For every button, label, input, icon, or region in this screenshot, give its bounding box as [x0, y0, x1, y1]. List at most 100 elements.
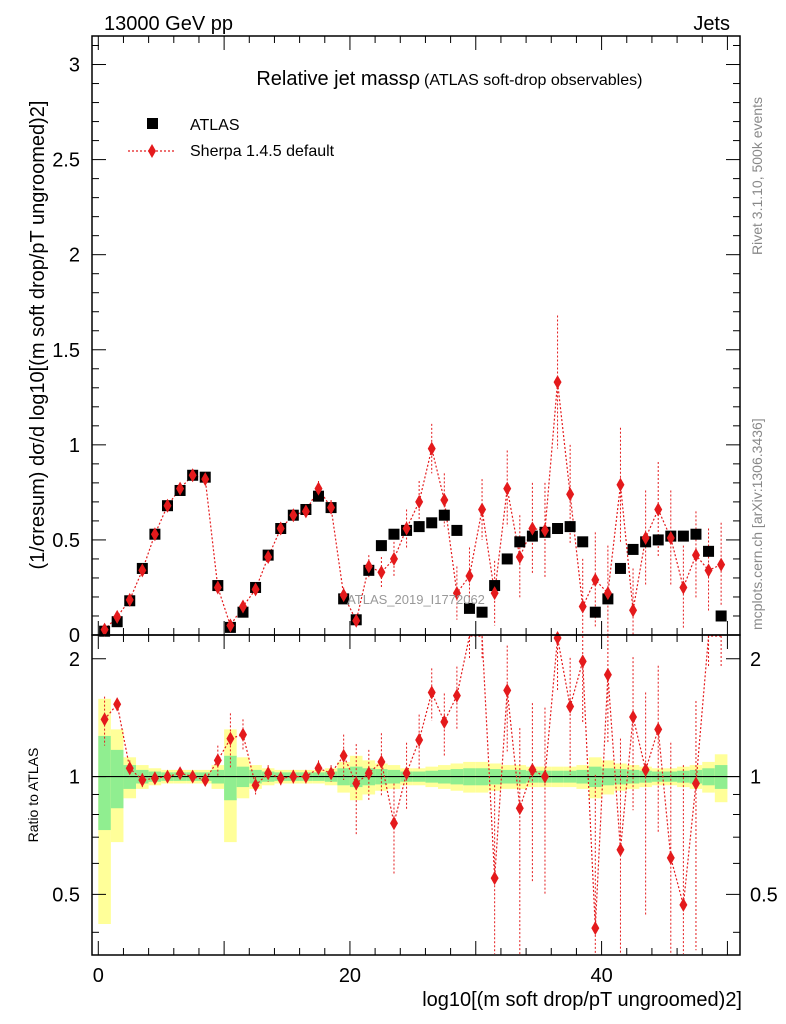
mc-data-point — [113, 609, 122, 624]
mc-data-point — [125, 592, 134, 607]
ratio-data-point — [553, 630, 562, 645]
mc-data-point — [427, 441, 436, 456]
mc-data-point — [301, 504, 310, 519]
ratio-data-point — [163, 769, 172, 784]
mc-data-point — [465, 569, 474, 584]
x-axis-title: log10[(m soft drop/pT ungroomed)2] — [422, 989, 742, 1011]
ratio-data-point — [490, 871, 499, 886]
main-y-tick-label: 1.5 — [52, 340, 80, 362]
legend-atlas-marker — [147, 118, 158, 129]
ratio-data-point — [150, 771, 159, 786]
atlas-data-point — [652, 534, 664, 546]
ratio-data-point — [515, 801, 524, 816]
atlas-data-point — [312, 490, 324, 502]
mc-data-point — [691, 548, 700, 563]
mc-data-point — [188, 468, 197, 483]
mc-data-point — [314, 481, 323, 496]
atlas-data-point — [514, 536, 526, 548]
ratio-data-point — [301, 769, 310, 784]
legend: ATLAS Sherpa 1.4.5 default — [128, 117, 335, 160]
mc-data-point — [515, 550, 524, 565]
mc-data-point — [100, 622, 109, 637]
atlas-data-point — [577, 536, 589, 548]
main-y-tick-label: 1 — [69, 435, 80, 457]
mc-data-point — [402, 521, 411, 536]
main-y-tick-label: 3 — [69, 55, 80, 77]
legend-sherpa-label: Sherpa 1.4.5 default — [190, 143, 335, 160]
ratio-data-point — [138, 772, 147, 787]
mc-data-point — [150, 527, 159, 542]
x-tick-label: 20 — [339, 965, 361, 987]
mc-data-point — [478, 502, 487, 517]
ratio-data-point — [188, 769, 197, 784]
atlas-data-point — [690, 528, 702, 540]
ratio-y-tick-label-right: 2 — [750, 649, 761, 671]
atlas-data-point — [526, 530, 538, 542]
ratio-data-point — [415, 733, 424, 748]
ratio-data-point — [566, 699, 575, 714]
main-y-tick-label: 2.5 — [52, 150, 80, 172]
atlas-data-point — [677, 530, 689, 542]
atlas-data-point — [564, 521, 576, 533]
mc-data-point — [452, 586, 461, 601]
mc-data-point — [578, 599, 587, 614]
mc-data-point — [440, 492, 449, 507]
mc-data-point — [553, 375, 562, 390]
ratio-y-tick-label: 0.5 — [52, 884, 80, 906]
main-y-tick-label: 0.5 — [52, 530, 80, 552]
mc-data-point — [389, 551, 398, 566]
atlas-data-point — [388, 528, 400, 540]
ratio-data-point — [100, 712, 109, 727]
ratio-data-point — [629, 709, 638, 724]
mc-data-point — [566, 487, 575, 502]
atlas-data-point — [476, 606, 488, 618]
legend-sherpa-marker — [148, 144, 156, 158]
ratio-data-point — [578, 654, 587, 669]
atlas-data-point — [627, 543, 639, 555]
ratio-data-point — [327, 766, 336, 781]
atlas-data-point — [375, 540, 387, 552]
ratio-data-point — [314, 761, 323, 776]
ratio-data-point — [666, 850, 675, 865]
ratio-data-point — [603, 667, 612, 682]
ratio-y-tick-label-right: 0.5 — [750, 884, 778, 906]
mc-data-point — [377, 565, 386, 580]
atlas-data-point — [703, 545, 715, 557]
mc-data-point — [289, 508, 298, 523]
mc-data-point — [641, 531, 650, 546]
ratio-y-tick-label-right: 1 — [750, 767, 761, 789]
ratio-data-point — [364, 766, 373, 781]
atlas-data-point — [451, 524, 463, 536]
energy-label: 13000 GeV pp — [104, 13, 233, 35]
ratio-y-tick-label: 1 — [69, 767, 80, 789]
ratio-data-point — [427, 685, 436, 700]
mc-data-point — [163, 498, 172, 513]
x-tick-label: 0 — [93, 965, 104, 987]
mc-data-point — [264, 550, 273, 565]
ratio-data-point — [251, 778, 260, 793]
atlas-data-point — [501, 553, 513, 565]
ratio-data-point — [226, 731, 235, 746]
mc-data-point — [629, 603, 638, 618]
process-label: Jets — [693, 13, 730, 35]
mc-data-point — [666, 531, 675, 546]
ratio-data-point — [389, 816, 398, 831]
mc-data-point — [490, 586, 499, 601]
main-series — [99, 315, 727, 637]
ratio-data-point — [289, 769, 298, 784]
analysis-watermark: ATLAS_2019_I1772062 — [347, 592, 485, 607]
mc-data-point — [528, 521, 537, 536]
ratio-data-point — [201, 772, 210, 787]
ratio-data-point — [113, 697, 122, 712]
ratio-data-point — [264, 766, 273, 781]
atlas-data-point — [715, 610, 727, 622]
ratio-data-point — [528, 762, 537, 777]
ratio-data-point — [176, 766, 185, 781]
mc-data-point — [238, 599, 247, 614]
mcplots-label: mcplots.cern.ch [arXiv:1306.3436] — [749, 418, 765, 630]
band-inner-bin — [98, 735, 111, 831]
ratio-data-point — [352, 776, 361, 791]
ratio-data-point — [452, 688, 461, 703]
mc-data-point — [226, 618, 235, 633]
main-y-tick-label: 0 — [69, 625, 80, 647]
